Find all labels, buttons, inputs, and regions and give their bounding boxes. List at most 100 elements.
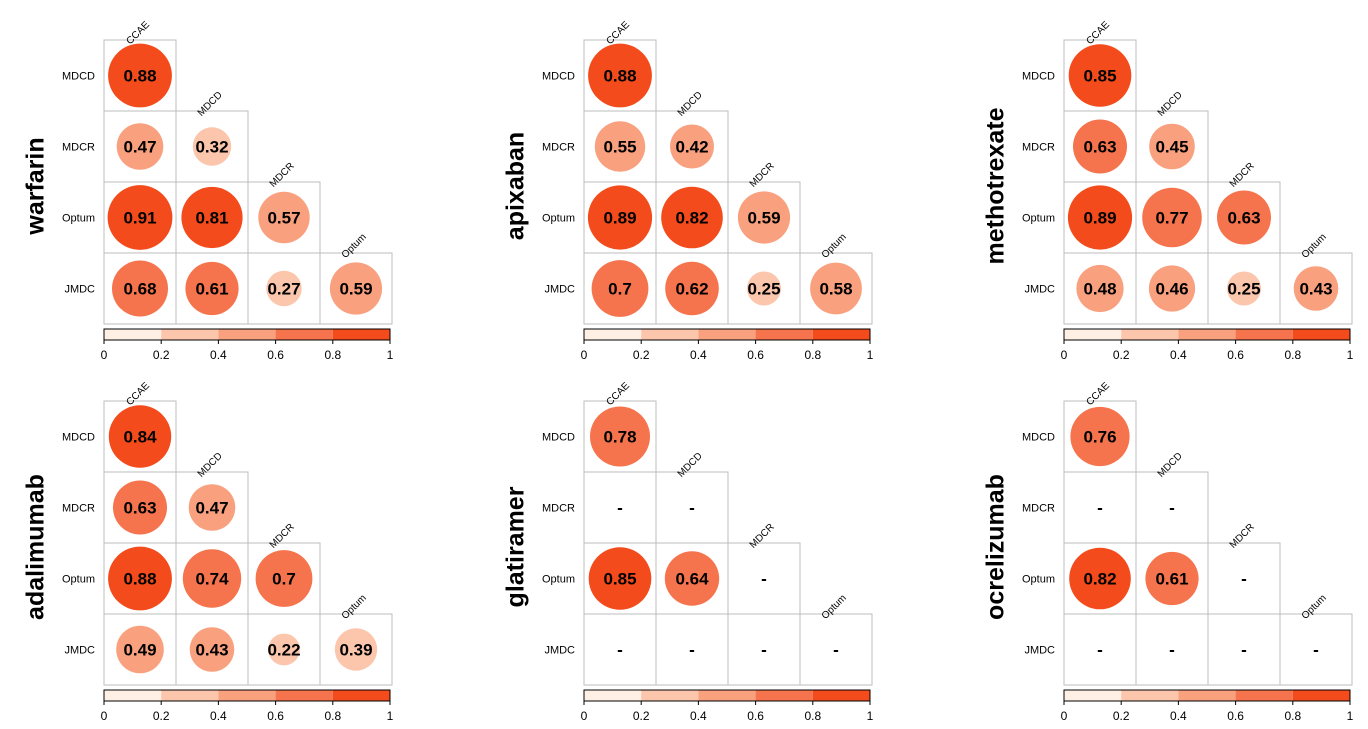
correlation-value: 0.7 [608,280,632,299]
legend-tick-label: 0 [101,709,108,723]
legend-tick-label: 0 [581,348,588,362]
correlation-value: 0.39 [339,641,372,660]
correlation-value: 0.25 [747,280,780,299]
correlation-circle [664,551,720,606]
correlation-circle [266,270,302,307]
row-label: JMDC [1024,284,1055,296]
correlation-value: 0.61 [1155,570,1188,589]
correlation-circle [268,633,300,666]
correlation-circle [810,262,862,315]
legend-tick-label: 0 [101,348,108,362]
row-label: Optum [62,213,95,225]
legend-tick-label: 0.4 [210,348,227,362]
correlation-value: 0.81 [195,209,228,228]
legend-segment [641,329,699,340]
legend-segment [218,690,276,701]
correlation-circle [255,550,313,607]
correlation-value: 0.22 [267,641,300,660]
correlation-value: 0.49 [123,641,156,660]
correlation-circle [116,123,164,170]
correlation-value: 0.84 [123,428,157,447]
row-label: MDCD [542,71,575,83]
legend-tick-label: 0.6 [1227,709,1244,723]
correlation-circle [747,271,781,306]
missing-value: - [1097,499,1103,518]
legend-segment [275,690,333,701]
correlation-value: 0.43 [195,641,228,660]
matrix-cell [1279,613,1353,686]
legend-segment [218,329,276,340]
correlation-circle [188,484,236,531]
correlation-value: 0.58 [819,280,852,299]
correlation-circle [334,628,378,671]
legend-tick-label: 0.8 [324,709,341,723]
legend-tick-label: 1 [387,709,394,723]
correlation-value: 0.85 [1083,67,1116,86]
row-label: MDCD [62,432,95,444]
legend-segment [1235,329,1293,340]
correlation-value: 0.82 [1083,570,1116,589]
missing-value: - [1169,499,1175,518]
correlation-value: 0.62 [675,280,708,299]
correlation-circle [185,261,239,316]
legend-tick-label: 1 [867,709,874,723]
panel-title-warfarin: warfarin [22,137,50,235]
matrix-cell [1063,471,1137,544]
missing-value: - [617,641,623,660]
correlation-value: 0.59 [747,209,780,228]
correlation-value: 0.61 [195,280,228,299]
correlation-value: 0.7 [272,570,296,589]
legend-tick-label: 0.6 [1227,348,1244,362]
legend-segment [104,690,162,701]
correlation-value: 0.91 [123,209,156,228]
correlation-circle [665,261,719,316]
legend-tick-label: 0.4 [210,709,227,723]
correlation-circle [113,480,167,535]
correlation-circle [189,627,235,672]
panel-title-apixaban: apixaban [502,132,530,240]
legend-segment [275,329,333,340]
correlation-value: 0.32 [195,138,228,157]
row-label: JMDC [64,645,95,657]
legend-frame [583,328,871,341]
correlation-circle [329,262,383,315]
correlation-circle [1148,265,1196,312]
missing-value: - [761,641,767,660]
matrix-cell [1063,613,1137,686]
correlation-circle [590,406,650,467]
legend-tick-label: 1 [1347,709,1354,723]
matrix-cell [175,471,249,544]
correlation-circle [587,185,653,250]
missing-value: - [1241,641,1247,660]
missing-value: - [1169,641,1175,660]
row-label: MDCR [542,142,575,154]
legend-segment [1292,690,1350,701]
legend-frame [1063,689,1351,702]
legend-frame [583,689,871,702]
matrix-cell [1135,613,1209,686]
correlation-circle [1076,264,1124,313]
legend-segment [161,690,219,701]
correlation-circle [182,549,242,608]
correlation-value: 0.57 [267,209,300,228]
legend-tick-label: 1 [387,348,394,362]
missing-value: - [1097,641,1103,660]
legend-tick-label: 0.8 [1284,709,1301,723]
panel-title-adalimumab: adalimumab [22,474,50,620]
legend-segment [812,690,870,701]
legend-tick-label: 0.8 [324,348,341,362]
legend-segment [1178,329,1236,340]
row-label: MDCD [542,432,575,444]
correlation-value: 0.85 [603,570,636,589]
correlation-circle [737,191,791,244]
legend-segment [1064,329,1122,340]
legend-segment [1121,329,1179,340]
correlation-circle [588,43,652,108]
legend-tick-label: 1 [1347,348,1354,362]
correlation-circle [1293,266,1339,311]
correlation-value: 0.64 [675,570,709,589]
correlation-circle [670,124,714,169]
correlation-circle [192,127,232,166]
legend-tick-label: 0.4 [690,348,707,362]
